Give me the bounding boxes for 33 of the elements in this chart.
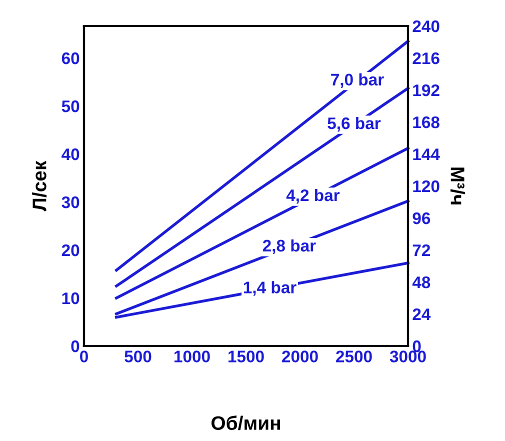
y-tick-label: 50 — [62, 100, 80, 112]
y-tick-label: 30 — [62, 196, 80, 208]
y2-axis-title: М³/ч — [450, 168, 465, 204]
annotation: 5,6 bar — [328, 116, 381, 132]
y-tick-label: 20 — [62, 244, 80, 256]
x-tick-label: 2000 — [282, 350, 318, 362]
y2-tick-label: 48 — [412, 276, 430, 288]
y2-tick-label: 120 — [413, 180, 440, 192]
y-tick-label: 40 — [62, 148, 80, 160]
x-tick-label: 2500 — [336, 350, 372, 362]
annotation: 7,0 bar — [331, 73, 384, 88]
annotation: 4,2 bar — [286, 188, 340, 204]
x-axis-title: Об/мин — [211, 416, 280, 430]
annotation: 2,8 bar — [262, 239, 316, 254]
y2-tick-label: 144 — [413, 148, 440, 160]
y2-tick-label: 192 — [413, 84, 440, 96]
x-tick-label: 500 — [124, 350, 152, 362]
y-tick-label: 10 — [62, 292, 80, 304]
y2-tick-label: 216 — [412, 52, 440, 64]
y2-tick-label: 24 — [412, 308, 431, 320]
y-tick-label: 0 — [71, 340, 80, 352]
y2-tick-label: 240 — [412, 20, 440, 32]
annotation: 1,4 bar — [244, 281, 296, 296]
y2-tick-label: 72 — [412, 244, 430, 256]
x-tick-label: 0 — [80, 350, 88, 362]
x-tick-label: 1500 — [228, 350, 264, 362]
y2-tick-label: 0 — [412, 340, 421, 352]
y-tick-label: 60 — [62, 52, 80, 64]
y2-tick-label: 96 — [412, 212, 430, 224]
y2-tick-label: 168 — [413, 116, 440, 128]
x-tick-label: 1000 — [174, 350, 210, 362]
y-axis-title: Л/сек — [32, 160, 47, 212]
x-tick-label: 3000 — [390, 350, 426, 362]
